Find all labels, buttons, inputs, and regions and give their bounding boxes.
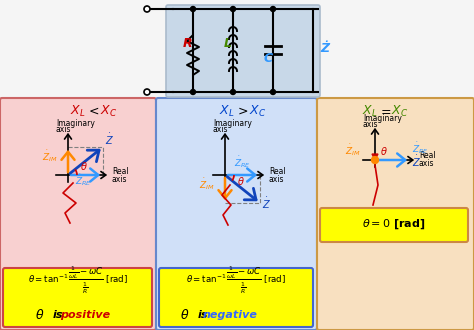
- Text: $\theta = \tan^{-1}\dfrac{\frac{1}{\omega L}-\omega C}{\frac{1}{R}}$ [rad]: $\theta = \tan^{-1}\dfrac{\frac{1}{\omeg…: [186, 264, 286, 296]
- FancyBboxPatch shape: [317, 98, 474, 330]
- Text: negative: negative: [202, 310, 257, 320]
- FancyBboxPatch shape: [159, 268, 313, 327]
- Text: $\dot{Z}_{RE}$: $\dot{Z}_{RE}$: [75, 172, 92, 187]
- Polygon shape: [225, 175, 234, 181]
- Text: $\theta = \tan^{-1}\dfrac{\frac{1}{\omega L}-\omega C}{\frac{1}{R}}$ [rad]: $\theta = \tan^{-1}\dfrac{\frac{1}{\omeg…: [28, 264, 128, 296]
- Text: Imaginary: Imaginary: [363, 114, 402, 123]
- Circle shape: [271, 7, 275, 12]
- Text: axis: axis: [213, 125, 228, 134]
- Text: $X_C$: $X_C$: [249, 103, 266, 118]
- Circle shape: [144, 89, 150, 95]
- FancyBboxPatch shape: [0, 98, 156, 330]
- Text: $\theta$: $\theta$: [237, 175, 245, 187]
- Circle shape: [191, 7, 195, 12]
- Text: $X_L$: $X_L$: [70, 103, 86, 118]
- Polygon shape: [372, 154, 378, 160]
- Text: is: is: [53, 310, 63, 320]
- Circle shape: [230, 89, 236, 94]
- Text: axis: axis: [419, 159, 435, 169]
- Text: $\dot{Z}_{RE}$: $\dot{Z}_{RE}$: [234, 155, 251, 171]
- Text: Real: Real: [112, 167, 128, 176]
- Text: Real: Real: [419, 151, 436, 160]
- Text: L: L: [224, 37, 232, 50]
- Text: axis: axis: [56, 125, 72, 134]
- Text: $\dot{Z}_{IM}$: $\dot{Z}_{IM}$: [199, 177, 215, 192]
- Circle shape: [271, 89, 275, 94]
- Circle shape: [230, 7, 236, 12]
- Text: positive: positive: [60, 310, 110, 320]
- FancyBboxPatch shape: [3, 268, 152, 327]
- Polygon shape: [68, 170, 77, 175]
- Text: C: C: [264, 52, 273, 65]
- Text: axis: axis: [112, 175, 128, 183]
- Text: is: is: [198, 310, 208, 320]
- Text: $\theta = 0$ [rad]: $\theta = 0$ [rad]: [362, 217, 426, 231]
- Text: axis: axis: [269, 175, 284, 183]
- Text: $X_C$: $X_C$: [392, 103, 409, 118]
- Text: $\dot{Z}_{IM}$: $\dot{Z}_{IM}$: [42, 149, 58, 164]
- Circle shape: [372, 156, 379, 163]
- Text: $\theta$: $\theta$: [80, 160, 88, 172]
- Text: $\dot{Z}$: $\dot{Z}$: [412, 154, 421, 169]
- Text: Ż: Ż: [320, 42, 329, 55]
- Text: $>$: $>$: [235, 105, 249, 117]
- Text: $\theta$: $\theta$: [180, 308, 190, 322]
- Text: $<$: $<$: [86, 105, 100, 117]
- Circle shape: [144, 6, 150, 12]
- Text: Imaginary: Imaginary: [56, 119, 95, 128]
- Text: $=$: $=$: [378, 105, 392, 117]
- Text: $X_L$: $X_L$: [219, 103, 235, 118]
- Text: $\theta$: $\theta$: [35, 308, 45, 322]
- Text: Imaginary: Imaginary: [213, 119, 252, 128]
- FancyBboxPatch shape: [166, 5, 320, 97]
- Text: Real: Real: [269, 167, 286, 176]
- Text: $\dot{Z}_{RE}$: $\dot{Z}_{RE}$: [412, 141, 429, 156]
- FancyBboxPatch shape: [320, 208, 468, 242]
- Circle shape: [191, 89, 195, 94]
- Text: $\dot{Z}_{IM}$: $\dot{Z}_{IM}$: [345, 143, 361, 158]
- Text: $X_C$: $X_C$: [100, 103, 118, 118]
- Text: axis: axis: [363, 120, 379, 129]
- Text: $\theta$: $\theta$: [380, 145, 388, 157]
- Text: R: R: [183, 37, 192, 50]
- FancyBboxPatch shape: [156, 98, 317, 330]
- Text: $\dot{Z}$: $\dot{Z}$: [262, 196, 271, 211]
- Text: $\dot{Z}$: $\dot{Z}$: [105, 132, 114, 147]
- Text: $X_L$: $X_L$: [362, 103, 378, 118]
